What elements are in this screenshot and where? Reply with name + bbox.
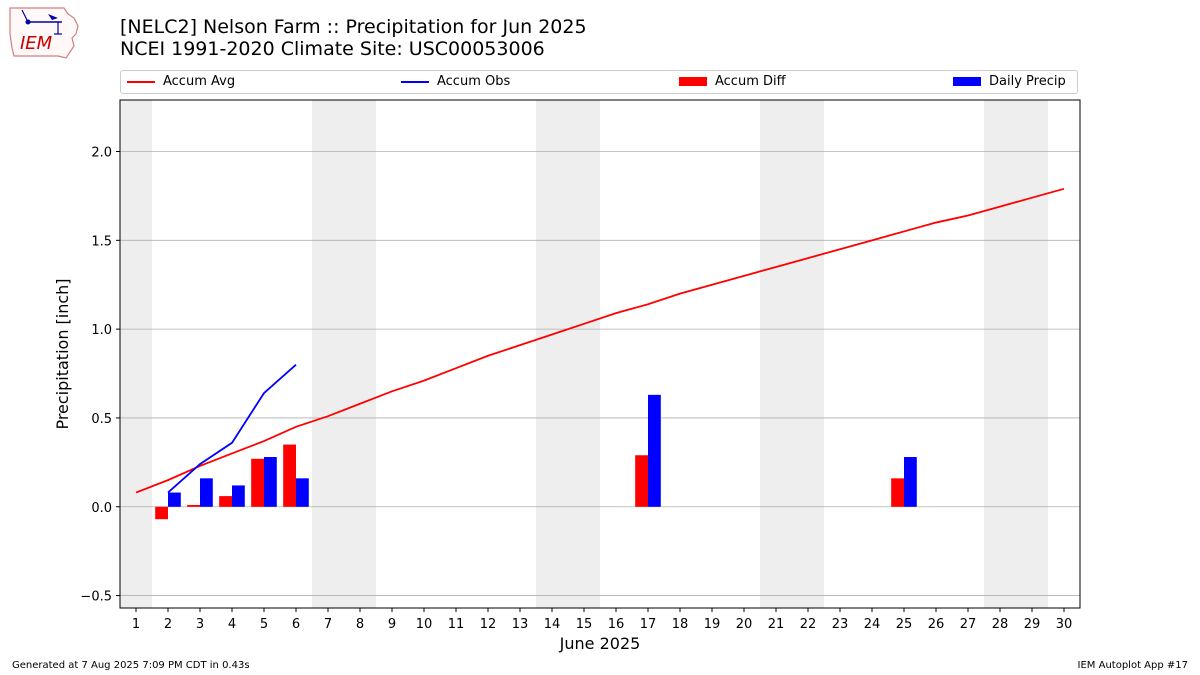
chart-title: [NELC2] Nelson Farm :: Precipitation for…	[120, 16, 587, 60]
legend-label: Accum Avg	[163, 74, 236, 89]
legend-swatch	[127, 80, 155, 83]
accum-diff-bar	[891, 478, 904, 507]
accum-diff-bar	[187, 504, 200, 507]
x-tick-label: 25	[896, 617, 913, 632]
legend-item-accum-obs: Accum Obs	[401, 74, 510, 89]
x-tick-label: 26	[928, 617, 945, 632]
y-tick-label: −0.5	[80, 590, 112, 605]
x-tick-label: 29	[1024, 617, 1041, 632]
x-tick-label: 12	[480, 617, 497, 632]
legend-label: Daily Precip	[989, 74, 1066, 89]
x-axis-label: June 2025	[559, 634, 641, 653]
x-tick-label: 28	[992, 617, 1009, 632]
plot-frame	[119, 99, 1081, 609]
legend-swatch	[679, 77, 707, 86]
x-tick-label: 24	[864, 617, 881, 632]
x-tick-label: 7	[324, 617, 332, 632]
x-tick-label: 17	[640, 617, 657, 632]
accum-diff-bar	[635, 455, 648, 507]
y-tick-label: 1.0	[91, 323, 112, 338]
x-tick-label: 2	[164, 617, 172, 632]
iem-logo: IEM	[9, 7, 79, 59]
x-tick-label: 23	[832, 617, 849, 632]
legend-swatch	[953, 77, 981, 86]
y-axis-label: Precipitation [inch]	[53, 278, 72, 429]
legend-label: Accum Obs	[437, 74, 511, 89]
x-tick-label: 15	[576, 617, 593, 632]
generated-timestamp: Generated at 7 Aug 2025 7:09 PM CDT in 0…	[12, 660, 250, 671]
x-tick-label: 10	[416, 617, 433, 632]
x-tick-label: 13	[512, 617, 529, 632]
daily-precip-bar	[200, 478, 213, 507]
app-credit: IEM Autoplot App #17	[1077, 660, 1188, 671]
y-tick-label: 2.0	[91, 146, 112, 161]
x-tick-label: 9	[388, 617, 396, 632]
accum-diff-bar	[155, 506, 168, 520]
x-tick-label: 5	[260, 617, 268, 632]
accum-avg-line	[135, 187, 1065, 494]
daily-precip-bar	[168, 492, 181, 507]
weekend-band	[984, 100, 1048, 608]
x-tick-label: 6	[292, 617, 300, 632]
x-tick-label: 14	[544, 617, 561, 632]
daily-precip-bar	[264, 457, 277, 507]
y-tick-label: 0.5	[91, 412, 112, 427]
x-tick-label: 30	[1056, 617, 1073, 632]
title-line-1: [NELC2] Nelson Farm :: Precipitation for…	[120, 16, 587, 38]
daily-precip-bar	[648, 394, 661, 507]
x-tick-label: 19	[704, 617, 721, 632]
daily-precip-bar	[232, 485, 245, 507]
weekend-band	[760, 100, 824, 608]
weather-station-icon	[21, 9, 62, 35]
x-tick-label: 21	[768, 617, 785, 632]
weekend-band	[536, 100, 600, 608]
x-tick-label: 16	[608, 617, 625, 632]
x-tick-label: 22	[800, 617, 817, 632]
x-tick-label: 20	[736, 617, 753, 632]
x-tick-label: 27	[960, 617, 977, 632]
legend: Accum Avg Accum Obs Accum Diff Daily Pre…	[120, 70, 1078, 94]
x-tick-label: 11	[448, 617, 465, 632]
daily-precip-bar	[904, 457, 917, 507]
accum-diff-bar	[219, 496, 232, 507]
x-tick-label: 3	[196, 617, 204, 632]
weekend-band	[312, 100, 376, 608]
logo-text: IEM	[20, 33, 53, 54]
legend-item-daily-precip: Daily Precip	[953, 74, 1066, 89]
x-tick-label: 1	[132, 617, 140, 632]
y-tick-label: 0.0	[91, 501, 112, 516]
title-line-2: NCEI 1991-2020 Climate Site: USC00053006	[120, 38, 545, 60]
accum-diff-bar	[251, 458, 264, 507]
y-tick-label: 1.5	[91, 234, 112, 249]
legend-label: Accum Diff	[715, 74, 786, 89]
legend-item-accum-avg: Accum Avg	[127, 74, 235, 89]
x-tick-label: 18	[672, 617, 689, 632]
weekend-band	[120, 100, 152, 608]
accum-obs-line	[167, 363, 297, 494]
accum-diff-bar	[283, 444, 296, 507]
legend-item-accum-diff: Accum Diff	[679, 74, 786, 89]
plot-area	[120, 100, 1080, 608]
x-tick-label: 4	[228, 617, 236, 632]
x-tick-label: 8	[356, 617, 364, 632]
daily-precip-bar	[296, 478, 309, 507]
legend-swatch	[401, 80, 429, 83]
